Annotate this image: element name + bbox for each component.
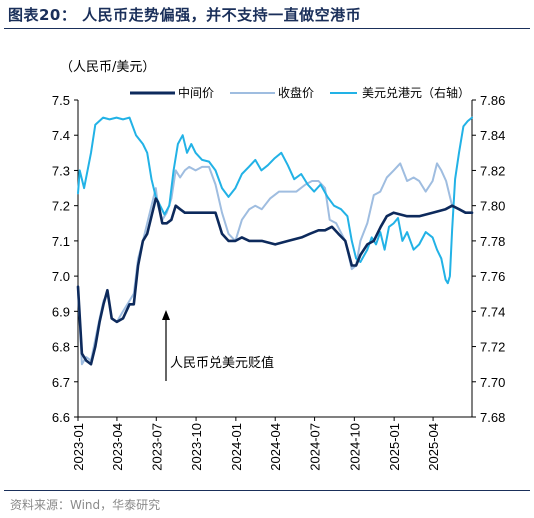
- x-tick-label: 2024-10: [347, 423, 362, 471]
- legend: 中间价 收盘价 美元兑港元（右轴）: [130, 85, 470, 100]
- left-tick-label: 7.2: [52, 199, 70, 214]
- x-tick-label: 2023-04: [110, 423, 125, 471]
- left-tick-label: 6.8: [52, 340, 70, 355]
- series-lines: [76, 116, 474, 366]
- left-tick-label: 7.1: [52, 234, 70, 249]
- left-tick-label: 6.7: [52, 375, 70, 390]
- series-line-1: [77, 162, 473, 366]
- right-tick-label: 7.84: [480, 128, 505, 143]
- x-tick-label: 2024-04: [268, 423, 283, 471]
- left-tick-label: 6.6: [52, 410, 70, 425]
- source-divider: [4, 490, 530, 491]
- left-tick-label: 7.3: [52, 163, 70, 178]
- right-tick-label: 7.82: [480, 163, 505, 178]
- left-tick-label: 7.4: [52, 128, 70, 143]
- right-tick-label: 7.68: [480, 410, 505, 425]
- series-line-0: [76, 197, 474, 366]
- x-tick-label: 2025-04: [426, 423, 441, 471]
- x-tick-label: 2023-10: [189, 423, 204, 471]
- x-tick-label: 2024-07: [308, 423, 323, 471]
- x-tick-label: 2023-01: [71, 423, 86, 471]
- right-tick-label: 7.86: [480, 93, 505, 108]
- figure-title: 图表20： 人民币走势偏强，并不支持一直做空港币: [8, 6, 362, 24]
- right-tick-label: 7.74: [480, 304, 505, 319]
- x-tick-label: 2024-01: [229, 423, 244, 471]
- right-tick-label: 7.70: [480, 375, 505, 390]
- title-divider: [4, 28, 530, 29]
- x-tick-label: 2025-01: [387, 423, 402, 471]
- series-line-2: [77, 116, 473, 285]
- left-tick-label: 7.0: [52, 269, 70, 284]
- legend-label-0: 中间价: [178, 85, 214, 100]
- annotation-text: 人民币兑美元贬值: [170, 355, 274, 371]
- right-tick-label: 7.76: [480, 269, 505, 284]
- source-note: 资料来源：Wind，华泰研究: [10, 498, 161, 512]
- left-tick-label: 6.9: [52, 304, 70, 319]
- right-tick-label: 7.78: [480, 234, 505, 249]
- y-axis-unit-label: （人民币/美元）: [60, 60, 155, 75]
- x-tick-label: 2023-07: [149, 423, 164, 471]
- right-tick-label: 7.72: [480, 340, 505, 355]
- legend-label-2: 美元兑港元（右轴）: [362, 85, 470, 100]
- depreciation-annotation: 人民币兑美元贬值: [162, 310, 274, 381]
- annotation-arrow-head: [162, 310, 170, 320]
- axes: 6.6 6.7 6.8 6.9 7.0 7.1 7.2 7.3 7.4 7.5 7.68 7.70 7.…: [52, 93, 505, 471]
- right-tick-label: 7.80: [480, 199, 505, 214]
- legend-label-1: 收盘价: [278, 85, 314, 100]
- left-tick-label: 7.5: [52, 93, 70, 108]
